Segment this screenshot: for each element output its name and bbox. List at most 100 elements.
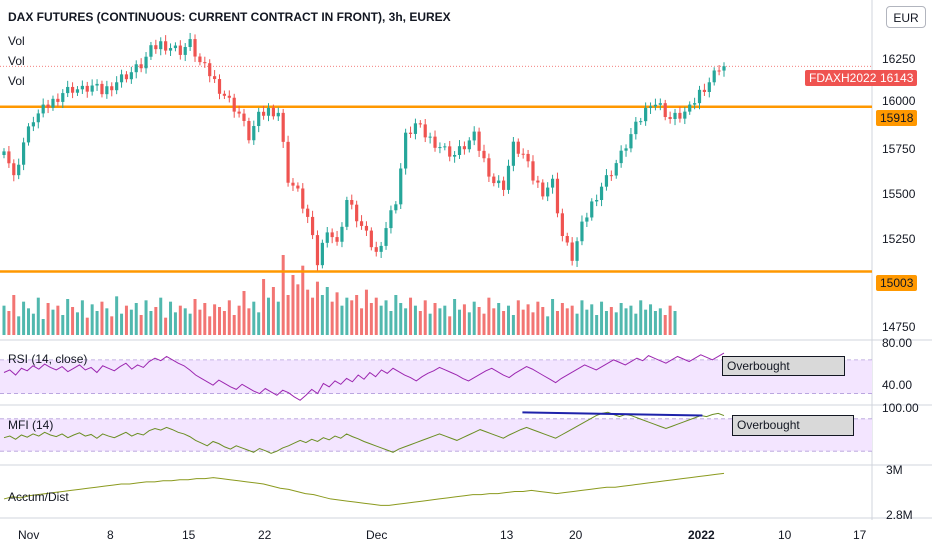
candle-body	[717, 70, 721, 72]
candle-body	[257, 111, 261, 127]
volume-bar	[266, 297, 270, 335]
volume-bar	[120, 313, 124, 335]
vol-label-1: Vol	[8, 34, 25, 48]
volume-bar	[423, 300, 427, 335]
volume-bar	[629, 305, 633, 335]
candle-body	[208, 63, 212, 77]
volume-bar	[653, 311, 657, 335]
candle-body	[433, 136, 437, 148]
y-tick-16250: 16250	[882, 52, 916, 66]
candle-body	[443, 146, 447, 148]
volume-bar	[374, 297, 378, 335]
volume-bar	[71, 307, 75, 335]
volume-bar	[149, 311, 153, 335]
volume-bar	[12, 295, 16, 335]
volume-bar	[110, 316, 114, 335]
volume-bar	[438, 308, 442, 335]
candle-body	[384, 228, 388, 246]
volume-bar	[590, 304, 594, 335]
candle-body	[693, 103, 697, 105]
volume-bar	[639, 300, 643, 335]
candle-body	[296, 185, 300, 189]
candle-body	[634, 121, 638, 135]
rsi-title: RSI (14, close)	[8, 352, 88, 366]
candle-body	[7, 151, 11, 164]
volume-bar	[477, 307, 481, 335]
candle-body	[668, 117, 672, 119]
candle-body	[119, 74, 124, 83]
candle-body	[306, 208, 310, 217]
volume-bar	[448, 316, 452, 335]
candle-body	[129, 72, 133, 80]
volume-bar	[502, 311, 506, 335]
volume-bar	[595, 315, 599, 335]
volume-bar	[609, 307, 613, 335]
candle-body	[75, 89, 80, 93]
y-tick-15750: 15750	[882, 142, 916, 156]
x-tick-20: 20	[569, 528, 583, 542]
currency-button[interactable]: EUR	[886, 6, 926, 28]
last-price-tag: 16143	[876, 70, 918, 86]
volume-bar	[462, 304, 466, 335]
volume-bar	[526, 304, 530, 335]
volume-bar	[80, 300, 84, 335]
candle-body	[70, 86, 75, 93]
candle-body	[580, 221, 584, 242]
volume-bar	[673, 311, 677, 335]
candle-body	[271, 107, 275, 117]
volume-bar	[458, 309, 462, 335]
candle-body	[369, 230, 373, 248]
volume-bar	[345, 297, 349, 335]
volume-bar	[521, 309, 525, 335]
volume-bar	[115, 296, 119, 335]
vol-label-2: Vol	[8, 54, 25, 68]
volume-bar	[487, 297, 491, 335]
volume-bar	[17, 316, 21, 335]
mfi-overbought-box: Overbought	[732, 415, 854, 436]
accdist-tick-3m: 3M	[886, 463, 903, 477]
accdist-title: Accum/Dist	[8, 490, 69, 504]
volume-bar	[252, 301, 256, 335]
candle-body	[472, 131, 476, 141]
candle-body	[653, 104, 658, 107]
candle-body	[261, 111, 266, 116]
rsi-line	[3, 352, 725, 401]
rsi-tick-80: 80.00	[882, 336, 913, 350]
x-tick-17: 17	[853, 528, 867, 542]
rsi-tick-40: 40.00	[882, 378, 913, 392]
candle-body	[448, 146, 452, 157]
candle-body	[213, 76, 217, 80]
x-tick-15: 15	[182, 528, 196, 542]
volume-bar	[536, 301, 540, 335]
volume-bar	[188, 313, 192, 335]
volume-bar	[281, 255, 285, 335]
candle-body	[100, 83, 104, 95]
volume-bar	[644, 309, 648, 335]
volume-bar	[541, 307, 545, 335]
candle-body	[227, 95, 231, 98]
volume-bar	[178, 305, 182, 335]
volume-bar	[31, 313, 35, 335]
y-tick-16000: 16000	[882, 94, 916, 108]
candle-body	[364, 225, 369, 231]
volume-bar	[350, 300, 354, 335]
volume-bar	[570, 305, 574, 335]
volume-bar	[580, 300, 584, 335]
candle-body	[139, 64, 143, 69]
volume-bar	[124, 305, 128, 335]
candle-body	[31, 122, 35, 127]
candle-body	[359, 221, 364, 226]
candle-body	[232, 97, 236, 112]
candle-body	[389, 210, 393, 229]
volume-bar	[565, 308, 569, 335]
volume-bar	[575, 313, 579, 335]
candle-body	[198, 56, 202, 63]
volume-bar	[619, 303, 623, 335]
volume-bar	[164, 317, 168, 335]
candle-body	[428, 136, 432, 138]
volume-bar	[100, 301, 104, 335]
volume-bar	[399, 303, 403, 335]
volume-bar	[203, 303, 207, 335]
candle-body	[315, 235, 320, 266]
candle-body	[644, 107, 648, 122]
